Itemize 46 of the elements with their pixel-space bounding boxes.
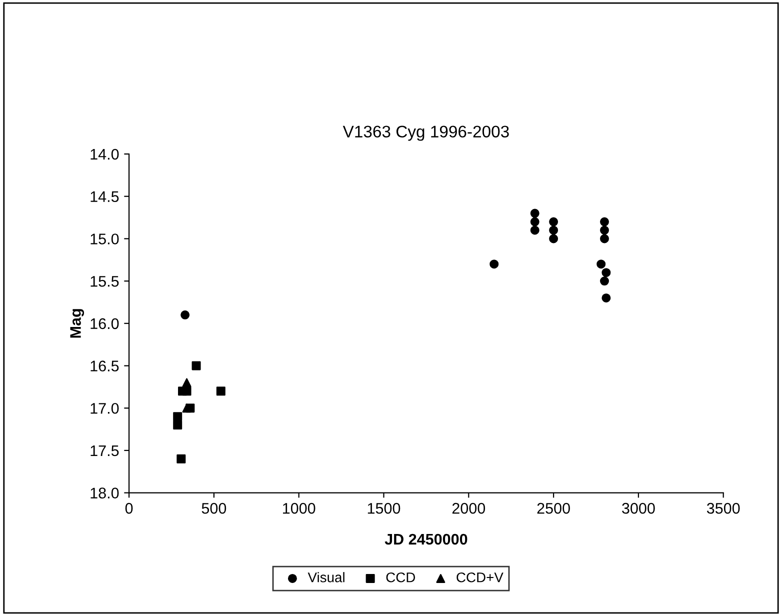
- point: [192, 361, 201, 370]
- y-tick-label: 16.0: [90, 318, 119, 330]
- point: [182, 378, 192, 388]
- point: [596, 260, 606, 269]
- point: [530, 226, 540, 235]
- point: [173, 420, 182, 430]
- y-tick-label: 18.0: [90, 488, 119, 498]
- x-tick-label: 3000: [622, 502, 655, 514]
- x-tick-label: 1000: [283, 502, 316, 514]
- point: [600, 234, 609, 244]
- y-tick-label: 16.5: [90, 360, 119, 372]
- point: [176, 454, 186, 464]
- x-axis-title: JD 2450000: [384, 534, 468, 545]
- y-tick-label: 14.0: [90, 148, 119, 160]
- point: [549, 217, 558, 226]
- point: [173, 412, 182, 422]
- point: [600, 217, 609, 226]
- point: [600, 276, 609, 286]
- point: [530, 208, 540, 218]
- y-tick-label: 15.5: [90, 276, 119, 287]
- y-tick-label: 14.5: [90, 191, 119, 202]
- x-tick-label: 3500: [706, 502, 740, 514]
- point: [530, 217, 540, 226]
- point: [600, 226, 609, 235]
- x-tick-label: 500: [202, 502, 226, 514]
- point: [549, 226, 558, 235]
- y-tick-label: 17.0: [90, 402, 119, 414]
- y-tick-label: 17.5: [90, 445, 119, 456]
- x-tick-label: 0: [125, 502, 133, 514]
- legend-label: CCD: [386, 572, 416, 582]
- y-tick-label: 15.0: [90, 234, 119, 244]
- point: [602, 268, 611, 278]
- x-tick-label: 2000: [452, 502, 486, 514]
- point: [490, 260, 499, 269]
- y-axis-title: Mag: [70, 309, 84, 338]
- point: [180, 310, 190, 320]
- x-tick-label: 1500: [368, 502, 400, 514]
- legend-label: Visual: [308, 572, 344, 582]
- chart-title: V1363 Cyg 1996-2003: [342, 126, 509, 141]
- x-tick-label: 2500: [537, 502, 570, 514]
- point: [602, 293, 611, 302]
- point: [182, 404, 192, 413]
- legend-label: CCD+V: [456, 572, 504, 582]
- point: [549, 234, 558, 244]
- point: [182, 386, 192, 396]
- point: [216, 386, 226, 396]
